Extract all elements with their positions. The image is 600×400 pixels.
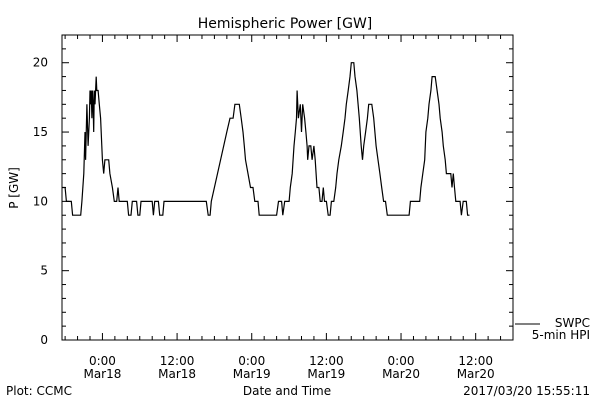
legend-swpc-label: SWPC <box>555 316 590 330</box>
x-axis-label: Date and Time <box>243 384 331 398</box>
chart-title: Hemispheric Power [GW] <box>198 16 373 32</box>
x-tick-date-label: Mar18 <box>158 367 196 381</box>
x-axis: 0:00Mar1812:00Mar180:00Mar1912:00Mar190:… <box>64 35 514 381</box>
x-tick-date-label: Mar20 <box>382 367 420 381</box>
footer-plot-credit: Plot: CCMC <box>6 384 72 398</box>
y-axis-label: P [GW] <box>7 167 21 209</box>
legend-hpi-label: 5-min HPI <box>532 328 590 342</box>
x-tick-date-label: Mar19 <box>233 367 271 381</box>
x-tick-date-label: Mar19 <box>307 367 345 381</box>
x-tick-date-label: Mar18 <box>83 367 121 381</box>
series-line-swpc <box>62 62 470 216</box>
y-tick-label: 5 <box>40 264 48 278</box>
x-tick-time-label: 12:00 <box>160 354 195 368</box>
x-tick-time-label: 0:00 <box>238 354 265 368</box>
y-tick-label: 10 <box>33 194 48 208</box>
y-tick-label: 20 <box>33 56 48 70</box>
plot-frame <box>61 34 514 341</box>
footer-timestamp: 2017/03/20 15:55:11 <box>463 384 590 398</box>
x-tick-time-label: 0:00 <box>388 354 415 368</box>
x-tick-time-label: 12:00 <box>458 354 493 368</box>
x-tick-date-label: Mar20 <box>457 367 495 381</box>
y-tick-label: 15 <box>33 125 48 139</box>
y-axis: 0 5 10 15 20 <box>33 34 513 347</box>
x-tick-time-label: 0:00 <box>89 354 116 368</box>
x-tick-time-label: 12:00 <box>309 354 344 368</box>
legend: SWPC 5-min HPI <box>515 316 590 342</box>
y-tick-label: 0 <box>40 333 48 347</box>
series-layer <box>62 62 470 216</box>
